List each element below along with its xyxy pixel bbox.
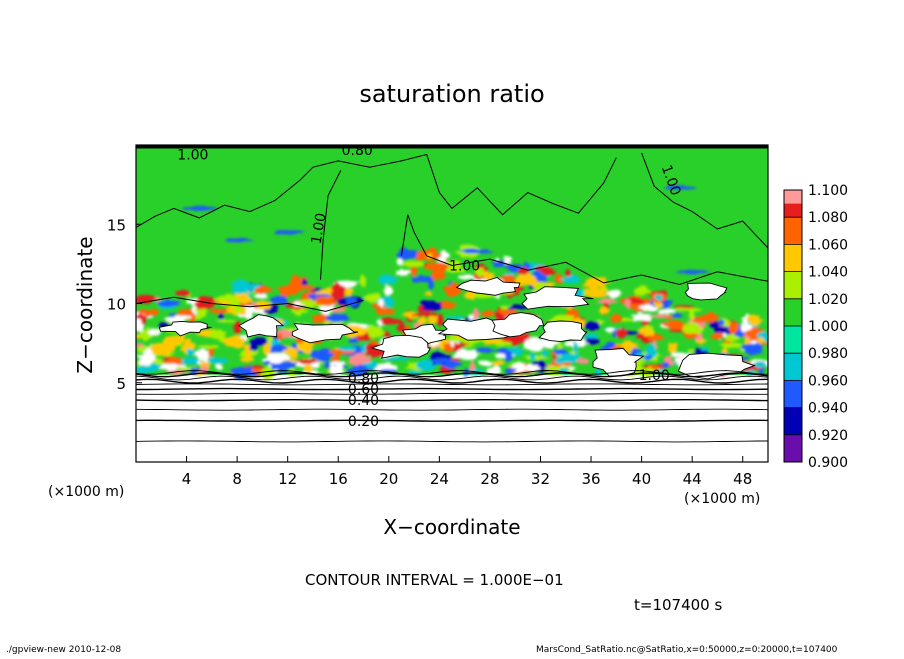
x-tick-label-4: 20: [379, 470, 398, 488]
x-tick-label-10: 44: [683, 470, 702, 488]
sublevel-contour-5: [136, 387, 768, 391]
sublevel-contour-9: [136, 372, 768, 378]
footer-left: ./gpview-new 2010-12-08: [6, 645, 121, 654]
saturation-contour-0: [136, 153, 617, 228]
y-tick-label-2: 15: [107, 216, 126, 234]
x-tick-label-6: 28: [480, 470, 499, 488]
chart-title: saturation ratio: [359, 80, 544, 108]
contour-label-2: 0.60: [348, 382, 379, 398]
sublevel-contour-0: [136, 440, 768, 443]
x-axis-unit: (×1000 m): [684, 491, 760, 507]
saturation-contour-2: [641, 152, 768, 249]
colorbar-segment-1: [784, 407, 802, 435]
contour-label-5: 1.00: [177, 148, 208, 164]
x-tick-label-1: 8: [232, 470, 242, 488]
saturation-contour-3: [400, 214, 768, 286]
x-tick-label-5: 24: [430, 470, 449, 488]
x-tick-label-8: 36: [581, 470, 600, 488]
sublevel-contour-4: [136, 392, 768, 395]
time-label: t=107400 s: [634, 596, 722, 614]
contour-label-8: 1.00: [449, 258, 480, 274]
sublevel-contour-10: [136, 370, 768, 375]
colorbar-segment-3: [784, 353, 802, 381]
contour-label-1: 0.40: [348, 393, 379, 409]
x-tick-label-9: 40: [632, 470, 651, 488]
x-tick-label-3: 16: [329, 470, 348, 488]
colorbar-segment-7: [784, 244, 802, 272]
colorbar-label-7: 1.040: [808, 265, 848, 281]
y-axis-label: Z−coordinate: [73, 236, 97, 373]
contour-label-3: 0.80: [348, 371, 379, 387]
sublevel-contour-1: [136, 419, 768, 423]
colorbar-label-6: 1.020: [808, 292, 848, 308]
plot-area: [136, 145, 768, 462]
contour-label-4: 0.80: [342, 143, 373, 159]
sublevel-contour-8: [136, 375, 768, 381]
colorbar-segment-8: [784, 217, 802, 245]
colorbar-label-8: 1.060: [808, 237, 848, 253]
colorbar-label-1: 0.920: [808, 428, 848, 444]
x-axis-label: X−coordinate: [383, 515, 520, 539]
contour-lines: [136, 152, 768, 443]
sublevel-contour-7: [136, 378, 768, 384]
contour-label-9: 1.00: [639, 368, 670, 384]
saturation-contour-4: [136, 296, 364, 312]
y-tick-label-1: 10: [107, 296, 126, 314]
x-tick-label-2: 12: [278, 470, 297, 488]
colorbar-label-3: 0.960: [808, 373, 848, 389]
contour-label-6: 1.00: [309, 212, 330, 245]
colorbar-segment-6: [784, 271, 802, 299]
x-tick-label-11: 48: [733, 470, 752, 488]
colorbar-label-9: 1.080: [808, 210, 848, 226]
saturation-contour-1: [320, 170, 342, 280]
y-axis-unit: (×1000 m): [48, 484, 124, 500]
x-tick-label-0: 4: [182, 470, 192, 488]
sublevel-contour-3: [136, 399, 768, 402]
contour-label-0: 0.20: [348, 414, 379, 430]
colorbar-label-2: 0.940: [808, 401, 848, 417]
colorbar-label-4: 0.980: [808, 346, 848, 362]
x-axis-ticks: 4 8 12 16 20 24 28 32 36 40 44 48: [182, 456, 752, 488]
colorbar-segment-5: [784, 298, 802, 326]
heatmap-field: [136, 145, 768, 462]
y-axis-ticks: 5 10 15: [107, 216, 142, 393]
x-tick-label-7: 32: [531, 470, 550, 488]
colorbar: 0.900 0.920 0.940 0.960 0.980 1.000 1.020 1.040…: [783, 183, 848, 471]
sublevel-contour-6: [136, 383, 768, 386]
colorbar-label-0: 0.900: [808, 455, 848, 471]
colorbar-segment-2: [784, 380, 802, 408]
colorbar-segment-0: [784, 434, 802, 462]
sublevel-contour-2: [136, 408, 768, 411]
colorbar-label-10: 1.100: [808, 183, 848, 199]
colorbar-segment-4: [784, 326, 802, 354]
contour-interval-label: CONTOUR INTERVAL = 1.000E−01: [305, 571, 564, 589]
y-tick-label-0: 5: [116, 375, 126, 393]
footer-right: MarsCond_SatRatio.nc@SatRatio,x=0:50000,…: [536, 645, 838, 654]
colorbar-top-segment: [784, 190, 802, 204]
colorbar-label-5: 1.000: [808, 319, 848, 335]
